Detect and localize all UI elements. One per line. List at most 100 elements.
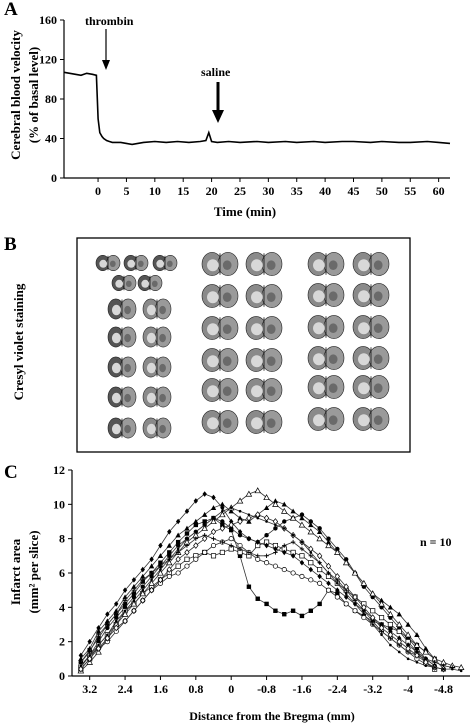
brain-slice-lesion	[358, 259, 370, 272]
brain-slice	[245, 316, 283, 340]
infarct-point	[88, 654, 91, 657]
infarct-series	[78, 511, 447, 673]
infarct-point	[219, 549, 225, 555]
brain-slice	[245, 410, 283, 434]
brain-slice	[107, 417, 137, 439]
brain-slice-lesion	[111, 392, 121, 404]
infarct-point	[415, 660, 419, 664]
infarct-series	[78, 533, 455, 670]
panel-c-ytick-label: 2	[59, 635, 65, 649]
infarct-point	[193, 542, 199, 549]
panel-c-xtick-label: 1.6	[153, 682, 168, 696]
panel-c-xtick-label: -0.8	[257, 682, 276, 696]
infarct-point	[246, 550, 252, 555]
brain-slice-lesion	[146, 423, 156, 435]
brain-slice-tissue	[124, 363, 131, 373]
infarct-point	[282, 527, 286, 530]
brain-slice-tissue	[373, 291, 383, 302]
brain-slice-lesion	[251, 417, 263, 430]
infarct-point	[210, 518, 217, 525]
saline-arrowhead	[212, 110, 224, 123]
panel-c-ylabel-line1: Infarct area	[8, 538, 23, 605]
saline-annotation: saline	[201, 65, 231, 79]
brain-slice-tissue	[328, 291, 338, 302]
infarct-point	[228, 536, 234, 542]
infarct-point	[220, 522, 225, 528]
panel-c-xlabel: Distance from the Bregma (mm)	[189, 709, 355, 723]
infarct-point	[150, 578, 153, 582]
infarct-point	[131, 607, 137, 615]
brain-slice	[352, 315, 390, 339]
panel-c-xtick-label: 0.8	[188, 682, 203, 696]
infarct-point	[263, 494, 270, 501]
infarct-point	[202, 491, 207, 497]
infarct-point	[212, 516, 215, 520]
infarct-point	[264, 560, 270, 566]
infarct-point	[78, 660, 84, 665]
brain-slice-lesion	[251, 355, 263, 368]
infarct-point	[210, 553, 217, 559]
infarct-point	[201, 511, 208, 517]
panel-a-ytick-label: 0	[51, 171, 57, 185]
infarct-point	[307, 528, 315, 535]
infarct-point	[299, 515, 305, 521]
infarct-point	[289, 514, 297, 521]
infarct-point	[122, 598, 128, 603]
infarct-point	[237, 529, 243, 535]
infarct-point	[149, 574, 154, 579]
infarct-point	[343, 583, 349, 591]
brain-slice	[352, 346, 390, 370]
infarct-series	[78, 512, 437, 670]
infarct-point	[149, 570, 154, 576]
panel-a-xtick-label: 10	[149, 184, 161, 198]
infarct-point	[122, 594, 128, 600]
infarct-point	[167, 557, 171, 561]
brain-slice-lesion	[207, 417, 219, 430]
infarct-point	[131, 584, 137, 589]
infarct-point	[237, 515, 243, 521]
infarct-point	[371, 623, 375, 626]
panel-a: A Cerebral blood velocity (% of basal le…	[4, 0, 451, 219]
brain-slice-tissue	[109, 260, 116, 267]
infarct-point	[194, 530, 198, 534]
infarct-point	[121, 610, 129, 617]
infarct-point	[95, 645, 102, 652]
infarct-point	[79, 664, 83, 667]
brain-slice	[201, 348, 239, 372]
infarct-point	[282, 549, 287, 556]
infarct-point	[291, 533, 295, 537]
infarct-point	[318, 561, 321, 564]
panel-c-ytick-label: 4	[59, 600, 65, 614]
infarct-point	[140, 566, 145, 573]
brain-slice-lesion	[146, 332, 156, 344]
infarct-point	[229, 518, 234, 525]
infarct-point	[78, 665, 84, 673]
infarct-point	[132, 599, 136, 602]
brain-slice-tissue	[328, 323, 338, 334]
infarct-point	[184, 531, 190, 536]
infarct-point	[157, 576, 164, 584]
infarct-series	[78, 498, 447, 672]
infarct-point	[272, 498, 279, 504]
infarct-series-line	[80, 490, 462, 672]
infarct-point	[246, 584, 252, 589]
brain-slice-tissue	[222, 260, 232, 271]
brain-slice	[123, 255, 149, 271]
panel-c-xtick-label: 0	[228, 682, 234, 696]
infarct-point	[290, 608, 296, 613]
infarct-point	[272, 563, 278, 569]
infarct-point	[344, 592, 348, 595]
infarct-point	[97, 643, 100, 647]
brain-slice-tissue	[137, 260, 144, 267]
infarct-point	[130, 600, 138, 607]
infarct-point	[290, 539, 296, 545]
brain-slice-lesion	[313, 353, 325, 366]
infarct-point	[255, 596, 260, 601]
infarct-point	[299, 573, 305, 579]
brain-slice-lesion	[313, 322, 325, 335]
panel-c-xtick-label: -2.4	[328, 682, 347, 696]
brain-slice-tissue	[159, 363, 166, 373]
brain-slice	[107, 356, 137, 378]
infarct-point	[395, 621, 403, 628]
